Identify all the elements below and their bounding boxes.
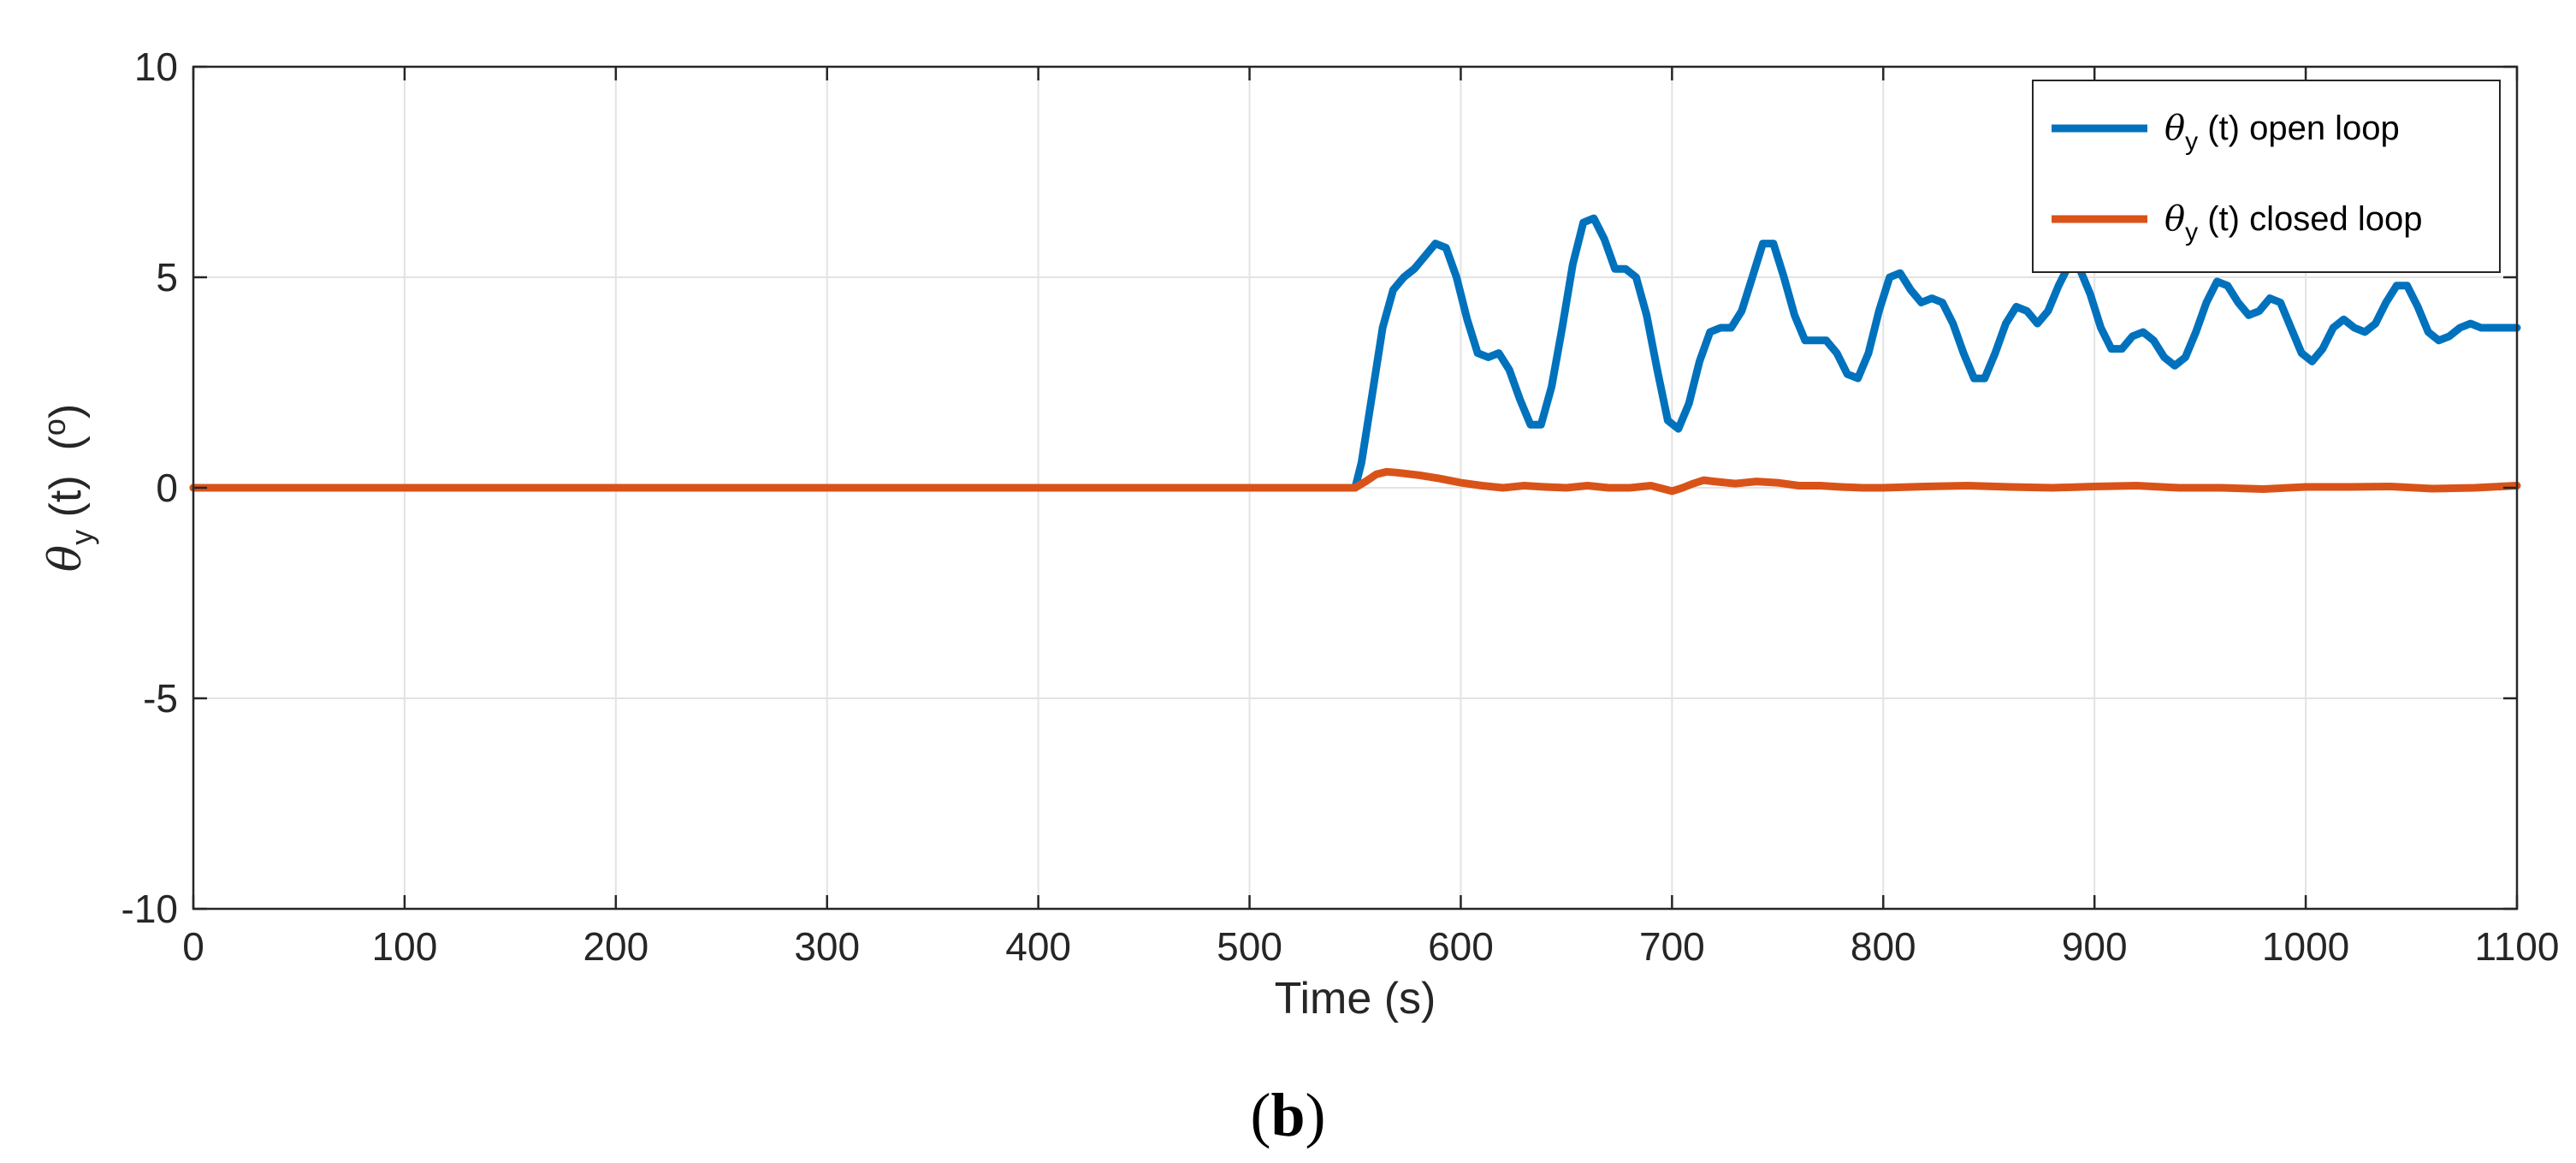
y-tick-label: 10 <box>134 45 178 89</box>
chart: 0 100 200 300 400 500 600 700 800 900 1000 1100 -10… <box>37 45 2559 1024</box>
x-tick-label: 1000 <box>2262 924 2349 969</box>
panel-caption: (b) <box>0 1080 2576 1151</box>
y-axis-label: θy (t) (o) <box>37 404 99 572</box>
legend-subscript: y <box>2185 128 2198 156</box>
legend-text: (t) closed loop <box>2198 200 2422 238</box>
x-tick-label: 1100 <box>2475 924 2560 969</box>
x-tick-label: 300 <box>794 924 860 969</box>
legend-text: (t) open loop <box>2198 110 2400 147</box>
x-tick-label: 500 <box>1217 924 1282 969</box>
panel-caption-letter: b <box>1270 1081 1306 1149</box>
legend-label-closed-loop: θy (t) closed loop <box>2164 199 2422 246</box>
y-axis-label-symbol: θ <box>40 545 92 572</box>
y-axis-label-subscript: y <box>64 530 99 545</box>
x-tick-label: 400 <box>1005 924 1071 969</box>
x-tick-label: 200 <box>583 924 648 969</box>
panel-caption-open: ( <box>1250 1081 1271 1149</box>
panel-caption-close: ) <box>1305 1081 1326 1149</box>
x-tick-label: 600 <box>1428 924 1494 969</box>
y-axis-ticks: -10 -5 0 5 10 <box>121 45 2517 931</box>
y-tick-label: 0 <box>156 466 178 510</box>
x-tick-label: 800 <box>1851 924 1916 969</box>
legend-box <box>2032 80 2501 273</box>
x-axis-ticks: 0 100 200 300 400 500 600 700 800 900 1000 1100 <box>182 67 2559 969</box>
y-axis-label-end: ) <box>41 404 91 418</box>
y-axis-label-arg: (t) ( <box>41 435 91 529</box>
legend-label-open-loop: θy (t) open loop <box>2164 109 2400 156</box>
legend-subscript: y <box>2185 218 2198 246</box>
y-tick-label: -5 <box>143 676 178 721</box>
x-tick-label: 900 <box>2062 924 2128 969</box>
y-tick-label: -10 <box>121 887 178 931</box>
x-tick-label: 0 <box>182 924 204 969</box>
x-axis-label: Time (s) <box>1275 974 1436 1024</box>
y-axis-label-unit: o <box>37 418 72 436</box>
series-line-closed-loop <box>189 467 2521 495</box>
x-tick-label: 100 <box>372 924 438 969</box>
legend-symbol: θ <box>2164 109 2185 148</box>
y-tick-label: 5 <box>156 255 178 300</box>
x-tick-label: 700 <box>1639 924 1705 969</box>
series-lines <box>189 214 2521 495</box>
legend-symbol: θ <box>2164 199 2185 239</box>
series-line-open-loop <box>189 214 2521 492</box>
